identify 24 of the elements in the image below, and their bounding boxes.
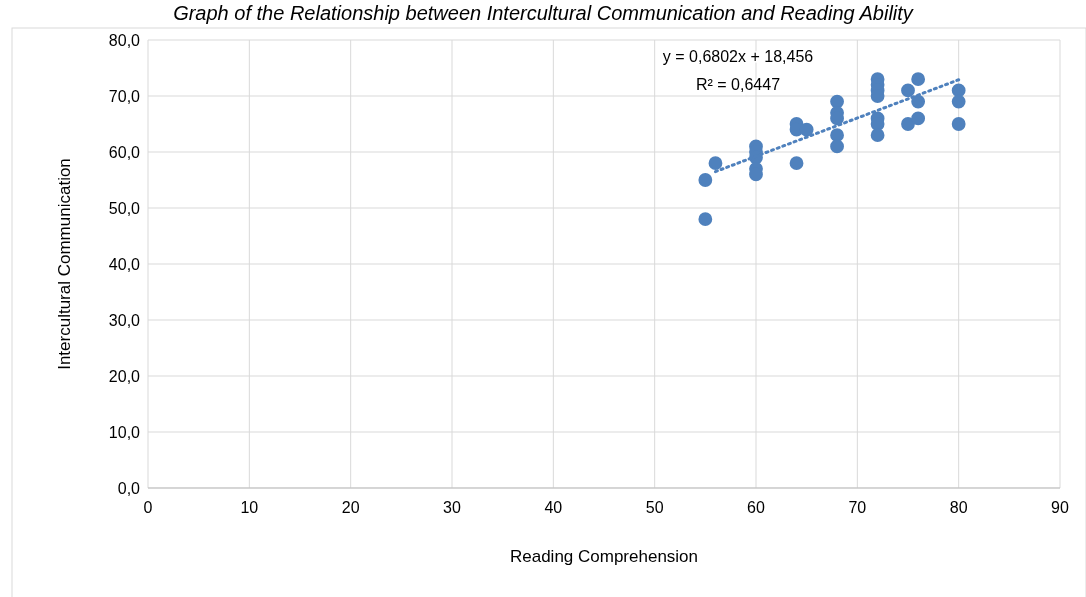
x-tick-label: 60 (747, 499, 765, 516)
y-tick-label: 30,0 (108, 312, 141, 329)
y-tick-label: 0,0 (117, 480, 141, 497)
x-tick-label: 30 (443, 499, 461, 516)
x-tick-label: 70 (848, 499, 867, 516)
annotation: y = 0,6802x + 18,456 (662, 48, 814, 65)
x-tick-label: 20 (341, 499, 360, 516)
x-axis-title: Reading Comprehension (509, 547, 699, 566)
y-tick-label: 70,0 (108, 88, 141, 105)
y-tick-label: 80,0 (108, 32, 141, 49)
x-tick-label: 90 (1051, 499, 1069, 516)
y-tick-label: 20,0 (108, 368, 141, 385)
chart-title: Graph of the Relationship between Intercultural Communication and Reading Ability (173, 2, 914, 24)
x-tick-label: 50 (645, 499, 664, 516)
y-tick-label: 50,0 (108, 200, 141, 217)
x-tick-label: 80 (949, 499, 968, 516)
x-tick-label: 40 (544, 499, 563, 516)
x-tick-label: 10 (240, 499, 259, 516)
y-axis-title: Intercultural Communication (55, 158, 74, 370)
y-tick-label: 40,0 (108, 256, 141, 273)
y-tick-label: 10,0 (108, 424, 141, 441)
annotation: R² = 0,6447 (695, 76, 781, 93)
x-tick-label: 0 (143, 499, 153, 516)
y-tick-label: 60,0 (108, 144, 141, 161)
